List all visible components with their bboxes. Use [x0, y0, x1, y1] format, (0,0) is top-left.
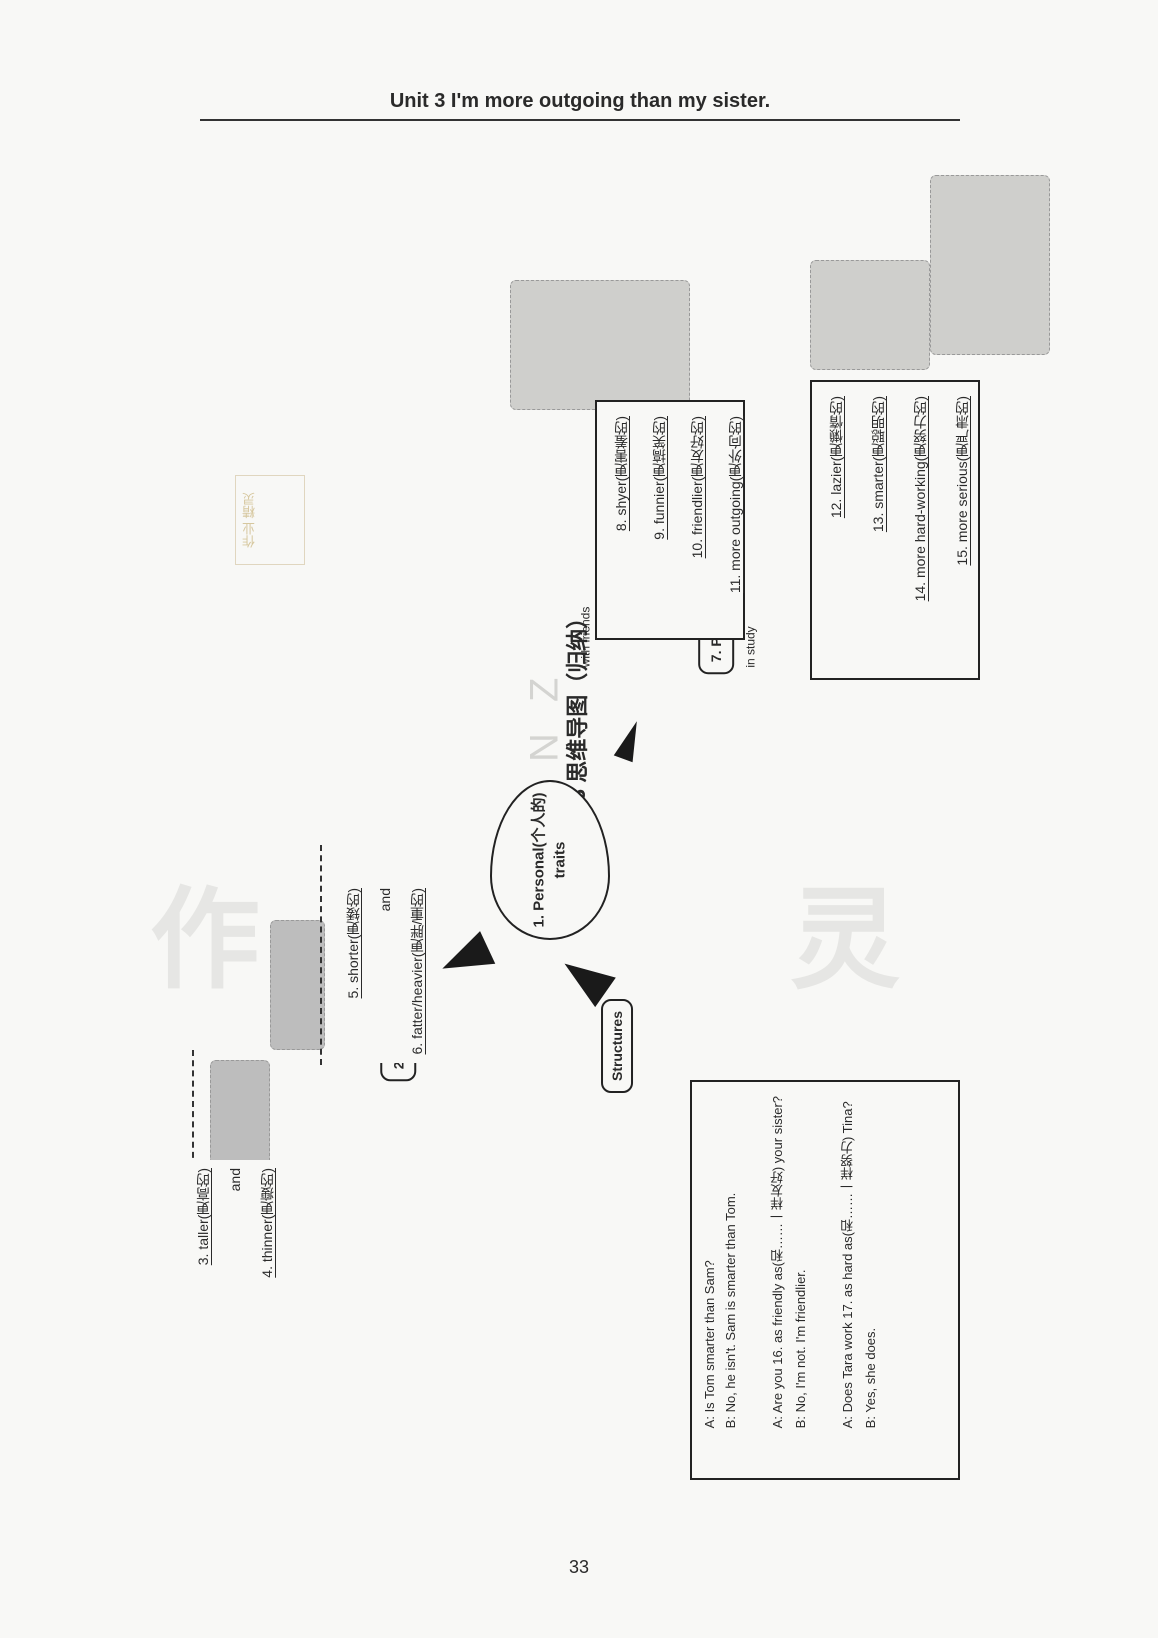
dlg-3b: B: Yes, she does.	[863, 1096, 878, 1428]
friends-illustration	[510, 280, 690, 410]
dlg-2a: A: Are you 16. as friendly as(和……一样友好) y…	[768, 1096, 787, 1428]
watermark-right: 灵	[790, 850, 912, 1010]
item-shyer: 8. shyer(更害羞的)	[611, 416, 631, 531]
item-shorter: 5. shorter(更矮的)	[343, 888, 363, 998]
structures-branch: Structures	[601, 999, 633, 1093]
item-hardworking: 14. more hard-working(更努力的)	[910, 396, 930, 601]
appearance-left-group: 3. taller(更高的) and 4. thinner(更瘦的)	[185, 1160, 285, 1286]
item-friendlier: 10. friendlier(更友好的)	[687, 416, 707, 558]
page-number: 33	[0, 1557, 1158, 1578]
and-label: and	[227, 1168, 243, 1191]
mindmap-canvas: Unit 3 思维导图（归纳） 作 灵 Z N Z 作业 精灵 1. Perso…	[90, 130, 1070, 1480]
arrow-appearance	[435, 931, 496, 985]
dlg-3a: A: Does Tara work 17. as hard as(和……一样努力…	[838, 1096, 857, 1428]
central-node: 1. Personal(个人的) traits	[490, 780, 610, 940]
study-illustration-1	[810, 260, 930, 370]
study-illustration-2	[930, 175, 1050, 355]
character-short-illustration	[270, 920, 325, 1050]
item-thinner: 4. thinner(更瘦的)	[257, 1168, 277, 1278]
item-outgoing: 11. more outgoing(更外向的)	[725, 416, 745, 593]
watermark-left: 作	[150, 850, 272, 1010]
height-line-short	[320, 845, 322, 1065]
dlg-1b: B: No, he isn't. Sam is smarter than Tom…	[723, 1096, 738, 1428]
structures-dialogue-box: A: Is Tom smarter than Sam? B: No, he is…	[690, 1080, 960, 1480]
item-funnier: 9. funnier(更搞笑的)	[649, 416, 669, 540]
appearance-mid-group: 5. shorter(更矮的) and 6. fatter/heavier(更胖…	[335, 880, 435, 1063]
dlg-1a: A: Is Tom smarter than Sam?	[702, 1096, 717, 1428]
item-fatter: 6. fatter/heavier(更胖/重的)	[407, 888, 427, 1055]
central-line2: traits	[552, 842, 569, 879]
page-header: Unit 3 I'm more outgoing than my sister.	[200, 90, 960, 121]
edge-label-study: in study	[744, 626, 758, 667]
dlg-2b: B: No, I'm not. I'm friendlier.	[793, 1096, 808, 1428]
personality-study-box: 12. lazier(更懒惰的) 13. smarter(更聪明的) 14. m…	[810, 380, 980, 680]
item-smarter: 13. smarter(更聪明的)	[868, 396, 888, 532]
arrow-personality	[614, 718, 646, 762]
item-taller: 3. taller(更高的)	[193, 1168, 213, 1265]
central-node-text: 1. Personal(个人的) traits	[529, 792, 571, 927]
watermark-stamp: 作业 精灵	[235, 475, 305, 565]
edge-label-friends: with friends	[578, 607, 592, 668]
and-label-2: and	[377, 888, 393, 911]
item-lazier: 12. lazier(更懒惰的)	[826, 396, 846, 518]
arrow-structures	[554, 949, 616, 1007]
central-line1: 1. Personal(个人的)	[531, 792, 548, 927]
personality-friends-box: 8. shyer(更害羞的) 9. funnier(更搞笑的) 10. frie…	[595, 400, 745, 640]
item-serious: 15. more serious(更严肃的)	[952, 396, 972, 566]
